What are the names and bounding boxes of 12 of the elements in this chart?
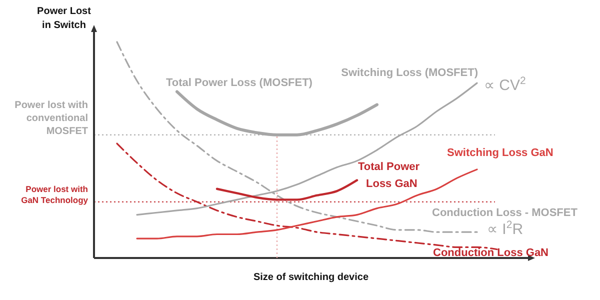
ref-line-label: Power lost with conventional MOSFET	[14, 100, 88, 137]
x-axis-title: Size of switching device	[253, 272, 369, 283]
ref-line-label: Power lost with GaN Technology	[21, 184, 88, 205]
annotation: ∝ CV$^{2}$	[484, 75, 526, 94]
series-label: Total Power Loss (MOSFET)	[166, 77, 313, 89]
series-label: Switching Loss GaN	[447, 147, 554, 159]
annotation: ∝ I$^{2}$R	[487, 219, 524, 238]
series-label: Conduction Loss - MOSFET	[432, 207, 578, 219]
series-label: Conduction Loss GaN	[433, 247, 549, 259]
series-label: Switching Loss (MOSFET)	[341, 67, 478, 79]
series-label: Total Power Loss GaN	[358, 161, 420, 190]
y-axis-title: Power Lost in Switch	[37, 6, 92, 31]
